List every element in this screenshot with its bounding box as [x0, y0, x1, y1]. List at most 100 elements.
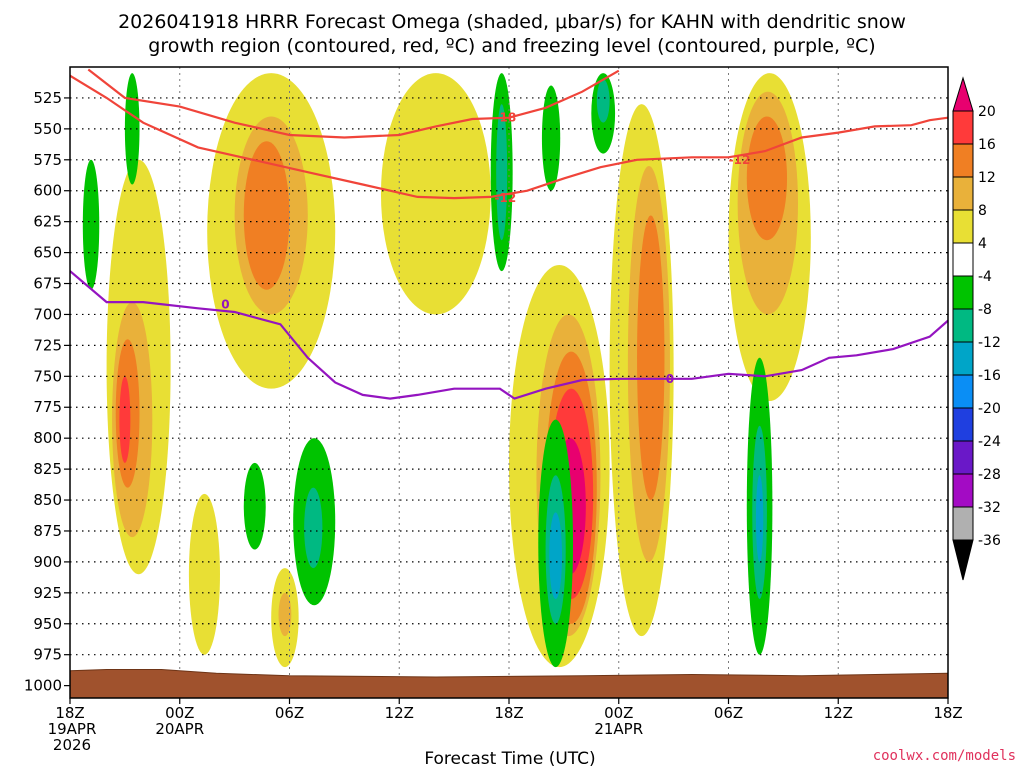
y-tick-label: 600 — [33, 182, 62, 200]
y-tick-label: 850 — [33, 491, 62, 509]
colorbar-swatch — [952, 506, 974, 541]
terrain — [70, 669, 948, 698]
x-tick-label: 06Z — [275, 704, 304, 722]
x-tick-label: 20APR — [155, 720, 204, 738]
colorbar-swatch — [952, 440, 974, 475]
x-tick-label: 18Z — [494, 704, 523, 722]
x-tick-label: 12Z — [824, 704, 853, 722]
y-tick-label: 1000 — [24, 677, 62, 695]
omega-cell — [380, 73, 491, 315]
y-tick-label: 925 — [33, 584, 62, 602]
grid-lines — [70, 67, 948, 698]
colorbar-label: -20 — [978, 401, 1001, 417]
y-tick-label: 900 — [33, 553, 62, 571]
colorbar-swatch — [952, 308, 974, 343]
colorbar-label: 20 — [978, 104, 996, 120]
omega-cell — [188, 493, 220, 655]
x-tick-label: 2026 — [53, 736, 91, 754]
x-tick-label: 21APR — [594, 720, 643, 738]
y-tick-label: 675 — [33, 275, 62, 293]
omega-cell — [82, 159, 100, 290]
colorbar-swatch — [952, 176, 974, 211]
x-axis-label: Forecast Time (UTC) — [424, 749, 595, 768]
colorbar-swatch — [952, 473, 974, 508]
omega-cell — [119, 376, 131, 463]
omega-cell — [304, 487, 323, 569]
colorbar-swatch — [952, 209, 974, 244]
freezing-level-contour — [70, 270, 948, 400]
colorbar-arrow-bottom — [952, 539, 974, 581]
colorbar: 20 16 12 8 4 -4 -8 -12 -16 -20 -24 -28 -32 -36 — [952, 76, 1001, 581]
terrain-fill — [70, 669, 948, 698]
omega-cell — [496, 104, 508, 241]
contour-label: 0 — [221, 298, 229, 312]
colorbar-swatch — [952, 374, 974, 409]
colorbar-label: -4 — [978, 269, 992, 285]
omega-cell — [541, 85, 561, 191]
y-tick-label: 800 — [33, 429, 62, 447]
y-tick-label: 750 — [33, 367, 62, 385]
chart-title: 2026041918 HRRR Forecast Omega (shaded, … — [118, 11, 906, 57]
omega-cell — [755, 475, 764, 562]
omega-cell — [637, 215, 665, 501]
y-tick-label: 975 — [33, 646, 62, 664]
colorbar-swatch — [952, 407, 974, 442]
x-tick-label: 18Z — [933, 704, 962, 722]
colorbar-swatch — [952, 110, 974, 145]
title-line: growth region (contoured, red, ºC) and f… — [148, 35, 875, 57]
colorbar-label: -32 — [978, 500, 1001, 516]
omega-cell — [549, 512, 563, 600]
y-axis: 525 550 575 600 625 650 675 700 725 750 775 800 825 8… — [24, 89, 70, 695]
colorbar-label: -16 — [978, 368, 1001, 384]
y-tick-label: 950 — [33, 615, 62, 633]
dgz-contour-lower — [70, 74, 948, 200]
x-tick-label: 18Z — [55, 704, 84, 722]
x-tick-label: 06Z — [714, 704, 743, 722]
omega-shading — [82, 73, 811, 668]
y-tick-label: 650 — [33, 244, 62, 262]
colorbar-label: -28 — [978, 467, 1001, 483]
colorbar-swatch — [952, 242, 974, 277]
y-tick-label: 575 — [33, 151, 62, 169]
y-tick-label: 700 — [33, 305, 62, 323]
y-tick-label: 725 — [33, 336, 62, 354]
contour-label: 0 — [666, 372, 674, 386]
x-tick-label: 12Z — [385, 704, 414, 722]
y-tick-label: 550 — [33, 120, 62, 138]
y-tick-label: 525 — [33, 89, 62, 107]
colorbar-swatch — [952, 275, 974, 310]
colorbar-label: 16 — [978, 137, 996, 153]
credit-link[interactable]: coolwx.com/models — [873, 748, 1016, 764]
omega-cell — [278, 592, 292, 637]
title-line: 2026041918 HRRR Forecast Omega (shaded, … — [118, 11, 906, 33]
colorbar-swatch — [952, 143, 974, 178]
contour-label: -12 — [729, 153, 751, 167]
dgz-contour-upper — [87, 68, 620, 139]
omega-cell — [243, 462, 266, 550]
colorbar-label: -8 — [978, 302, 992, 318]
colorbar-label: -24 — [978, 434, 1001, 450]
x-tick-label: 00Z — [604, 704, 633, 722]
y-tick-label: 825 — [33, 460, 62, 478]
colorbar-label: 4 — [978, 236, 987, 252]
contour-labels: -18 -12 -12 0 0 — [221, 111, 751, 386]
x-tick-label: 19APR — [48, 720, 97, 738]
colorbar-label: 8 — [978, 203, 987, 219]
y-tick-label: 875 — [33, 522, 62, 540]
colorbar-label: -36 — [978, 533, 1001, 549]
colorbar-swatch — [952, 341, 974, 376]
omega-cell — [243, 141, 290, 290]
contour-lines — [70, 68, 948, 400]
omega-cell — [596, 79, 610, 123]
contour-label: -12 — [494, 191, 516, 205]
colorbar-label: -12 — [978, 335, 1001, 351]
colorbar-label: 12 — [978, 170, 996, 186]
y-tick-label: 775 — [33, 398, 62, 416]
y-tick-label: 625 — [33, 213, 62, 231]
x-tick-label: 00Z — [165, 704, 194, 722]
contour-label: -18 — [494, 111, 516, 125]
omega-cell — [124, 73, 140, 185]
colorbar-arrow-top — [952, 76, 974, 112]
